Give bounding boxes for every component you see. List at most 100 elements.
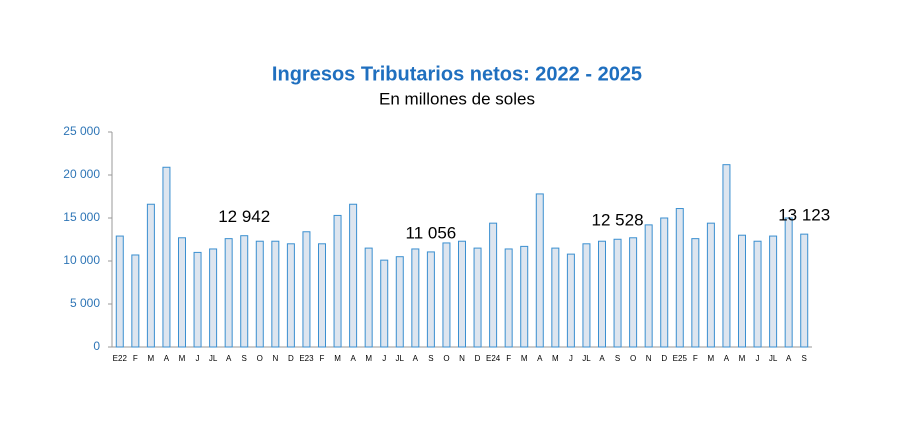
x-tick-label: O xyxy=(443,354,449,363)
x-tick-label: A xyxy=(599,354,605,363)
bar xyxy=(271,240,280,348)
x-tick-label: JL xyxy=(769,354,778,363)
bar xyxy=(333,214,342,348)
bar xyxy=(489,222,498,348)
bar xyxy=(520,245,529,348)
x-tick-label: A xyxy=(724,354,730,363)
y-tick-label: 15 000 xyxy=(63,210,100,224)
y-tick-label: 20 000 xyxy=(63,167,100,181)
bar xyxy=(458,240,466,348)
bar xyxy=(753,240,762,348)
x-tick-label: A xyxy=(164,354,170,363)
value-label: 12 942 xyxy=(218,207,270,226)
bar xyxy=(193,251,202,348)
x-tick-label: N xyxy=(459,354,465,363)
x-tick-label: A xyxy=(350,354,356,363)
x-tick-label: N xyxy=(646,354,652,363)
bar xyxy=(800,233,809,348)
bar xyxy=(675,208,684,348)
x-tick-label: JL xyxy=(209,354,218,363)
y-tick-label: 0 xyxy=(93,339,100,353)
bar xyxy=(613,238,622,348)
value-label: 13 123 xyxy=(778,206,830,225)
x-tick-label: A xyxy=(226,354,232,363)
bar xyxy=(115,235,124,348)
bar xyxy=(535,193,544,348)
x-tick-label: JL xyxy=(582,354,591,363)
x-tick-label: D xyxy=(661,354,667,363)
bar xyxy=(240,235,249,348)
x-tick-label: M xyxy=(708,354,715,363)
bar xyxy=(209,248,218,348)
x-tick-label: E25 xyxy=(673,354,688,363)
chart-title: Ingresos Tributarios netos: 2022 - 2025 xyxy=(272,63,642,85)
bar xyxy=(442,242,451,348)
x-tick-label: M xyxy=(521,354,528,363)
bar xyxy=(178,237,186,348)
bar xyxy=(411,248,420,348)
bar xyxy=(318,243,326,348)
bar xyxy=(162,166,171,348)
x-tick-label: JL xyxy=(396,354,405,363)
x-tick-label: M xyxy=(334,354,341,363)
x-tick-label: D xyxy=(475,354,481,363)
x-tick-label: S xyxy=(242,354,247,363)
bar xyxy=(706,222,715,348)
bar xyxy=(566,253,575,348)
bar xyxy=(551,247,560,348)
x-tick-label: E24 xyxy=(486,354,501,363)
bar xyxy=(738,234,746,348)
y-tick-label: 10 000 xyxy=(63,253,100,267)
bar xyxy=(224,238,233,348)
x-tick-label: S xyxy=(802,354,807,363)
x-tick-label: O xyxy=(630,354,636,363)
bar xyxy=(395,256,404,348)
x-tick-label: A xyxy=(537,354,543,363)
x-tick-label: F xyxy=(133,354,138,363)
x-tick-label: S xyxy=(428,354,433,363)
bar xyxy=(426,251,435,348)
x-tick-label: A xyxy=(413,354,419,363)
bar xyxy=(691,238,700,348)
bar xyxy=(582,243,591,348)
bar xyxy=(769,235,778,348)
bar xyxy=(302,231,311,348)
bar xyxy=(629,237,638,348)
bar xyxy=(286,243,295,348)
bar xyxy=(660,217,669,348)
x-tick-label: F xyxy=(506,354,511,363)
x-tick-label: D xyxy=(288,354,294,363)
y-tick-label: 5 000 xyxy=(70,296,100,310)
bar xyxy=(131,254,140,348)
bar xyxy=(146,203,155,348)
value-label: 11 056 xyxy=(406,223,457,242)
x-tick-label: N xyxy=(272,354,278,363)
x-tick-label: M xyxy=(179,354,186,363)
bar xyxy=(784,217,793,348)
x-tick-label: J xyxy=(382,354,386,363)
x-tick-label: E22 xyxy=(113,354,128,363)
x-tick-label: M xyxy=(739,354,746,363)
x-tick-label: J xyxy=(569,354,573,363)
x-tick-label: F xyxy=(693,354,698,363)
x-tick-label: A xyxy=(786,354,792,363)
x-tick-label: J xyxy=(196,354,200,363)
bar xyxy=(644,224,653,348)
bar xyxy=(722,164,731,348)
x-tick-label: M xyxy=(552,354,559,363)
x-tick-label: M xyxy=(148,354,155,363)
x-tick-label: O xyxy=(257,354,263,363)
bar xyxy=(380,259,389,348)
bar xyxy=(504,248,513,348)
x-tick-label: F xyxy=(320,354,325,363)
bar xyxy=(364,247,373,348)
chart-subtitle: En millones de soles xyxy=(379,89,535,108)
bar xyxy=(473,247,482,348)
bar xyxy=(349,203,358,348)
y-tick-label: 25 000 xyxy=(63,124,100,138)
x-tick-label: S xyxy=(615,354,620,363)
x-tick-label: M xyxy=(365,354,372,363)
bar xyxy=(598,240,606,348)
x-tick-label: E23 xyxy=(299,354,314,363)
